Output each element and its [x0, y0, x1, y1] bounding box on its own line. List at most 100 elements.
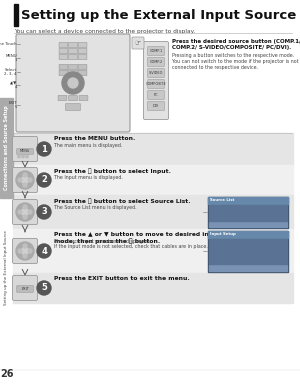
FancyBboxPatch shape	[79, 95, 88, 100]
FancyBboxPatch shape	[69, 54, 77, 60]
FancyBboxPatch shape	[78, 48, 87, 54]
Bar	[209, 246, 287, 251]
FancyBboxPatch shape	[65, 104, 80, 111]
FancyBboxPatch shape	[78, 64, 87, 70]
Text: The Input menu is displayed.: The Input menu is displayed.	[54, 175, 123, 180]
Bar	[13, 165, 293, 195]
Text: Press the EXIT button to exit the menu.: Press the EXIT button to exit the menu.	[54, 276, 190, 281]
Circle shape	[23, 244, 27, 248]
FancyBboxPatch shape	[59, 54, 68, 60]
Circle shape	[23, 183, 27, 187]
Text: DVI: DVI	[153, 104, 159, 108]
FancyBboxPatch shape	[148, 91, 164, 99]
FancyBboxPatch shape	[59, 48, 68, 54]
Text: MENU: MENU	[20, 149, 30, 154]
Bar	[209, 222, 287, 227]
Circle shape	[22, 177, 28, 184]
Text: 5: 5	[41, 284, 47, 293]
Text: COMP.1: COMP.1	[149, 49, 163, 53]
Circle shape	[18, 249, 22, 253]
FancyBboxPatch shape	[143, 42, 169, 120]
Text: COMPOSITE: COMPOSITE	[146, 82, 167, 86]
FancyBboxPatch shape	[69, 64, 77, 70]
FancyBboxPatch shape	[148, 102, 164, 111]
FancyBboxPatch shape	[78, 42, 87, 48]
FancyBboxPatch shape	[148, 57, 164, 66]
FancyBboxPatch shape	[69, 95, 77, 100]
Circle shape	[68, 78, 78, 88]
FancyBboxPatch shape	[13, 275, 38, 300]
Circle shape	[37, 281, 51, 295]
Text: 26: 26	[0, 369, 14, 379]
Circle shape	[37, 244, 51, 258]
Circle shape	[37, 205, 51, 219]
Text: 1: 1	[41, 144, 47, 154]
Circle shape	[28, 249, 32, 253]
Circle shape	[22, 248, 28, 255]
Bar	[209, 252, 287, 258]
Bar	[208, 230, 288, 272]
Circle shape	[18, 155, 20, 158]
FancyBboxPatch shape	[148, 47, 164, 55]
Text: 3: 3	[41, 208, 47, 217]
Circle shape	[22, 208, 28, 215]
Circle shape	[28, 178, 32, 182]
Bar	[209, 216, 287, 221]
Text: You can select a device connected to the projector to display.: You can select a device connected to the…	[14, 29, 195, 34]
Circle shape	[18, 210, 22, 214]
Bar	[14, 4, 18, 26]
Text: 2: 2	[41, 175, 47, 185]
Text: The main menu is displayed.: The main menu is displayed.	[54, 142, 122, 147]
Text: Pressing a button switches to the respective mode.
You can not switch to the mod: Pressing a button switches to the respec…	[172, 53, 298, 69]
Circle shape	[37, 173, 51, 187]
Circle shape	[62, 72, 84, 94]
Text: Press the desired source button (COMP.1/
COMP.2/ S-VIDEO/COMPOSITE/ PC/DVI).: Press the desired source button (COMP.1/…	[172, 39, 300, 50]
Bar	[13, 229, 293, 273]
Text: 4: 4	[41, 246, 47, 256]
Circle shape	[22, 155, 24, 158]
Bar	[0, 98, 13, 198]
Circle shape	[16, 171, 34, 189]
FancyBboxPatch shape	[78, 70, 87, 76]
Circle shape	[23, 173, 27, 177]
FancyBboxPatch shape	[148, 69, 164, 77]
Circle shape	[26, 155, 28, 158]
FancyBboxPatch shape	[13, 168, 38, 192]
Text: Connections and Source Setup: Connections and Source Setup	[4, 106, 9, 191]
Bar	[209, 239, 287, 245]
Text: Press the ⓡ button to select Source List.: Press the ⓡ button to select Source List…	[54, 198, 190, 204]
Circle shape	[37, 142, 51, 156]
Text: Press the MENU button.: Press the MENU button.	[54, 136, 135, 141]
Text: Setting up the External Input Source: Setting up the External Input Source	[21, 9, 296, 21]
Circle shape	[16, 203, 34, 221]
Text: ☞: ☞	[135, 40, 141, 46]
Text: Select
2, 3, 4: Select 2, 3, 4	[4, 68, 17, 76]
Text: EXIT
5: EXIT 5	[8, 101, 17, 109]
Bar	[208, 196, 288, 203]
Circle shape	[16, 242, 34, 260]
FancyBboxPatch shape	[17, 286, 33, 292]
Bar	[209, 205, 287, 210]
FancyBboxPatch shape	[78, 54, 87, 60]
FancyBboxPatch shape	[132, 37, 144, 49]
Text: EXIT: EXIT	[21, 287, 29, 291]
Circle shape	[23, 215, 27, 219]
FancyBboxPatch shape	[148, 80, 164, 88]
Bar	[209, 211, 287, 216]
Text: Press the ▲ or ▼ button to move to desired input
mode, then press the ⓡ button.: Press the ▲ or ▼ button to move to desir…	[54, 232, 220, 244]
Bar	[13, 133, 293, 165]
Text: Press the ⓡ button to select Input.: Press the ⓡ button to select Input.	[54, 168, 171, 173]
Text: MENU
1: MENU 1	[5, 54, 17, 62]
FancyBboxPatch shape	[59, 70, 68, 76]
FancyBboxPatch shape	[17, 149, 33, 154]
Text: PC: PC	[154, 93, 158, 97]
FancyBboxPatch shape	[69, 48, 77, 54]
Text: Source List: Source List	[210, 198, 234, 202]
Bar	[208, 230, 288, 237]
Text: Setting up the External Input Source: Setting up the External Input Source	[4, 230, 8, 305]
Bar	[208, 196, 288, 227]
Bar	[13, 273, 293, 303]
Bar	[13, 195, 293, 229]
Text: Input Setup: Input Setup	[210, 232, 236, 236]
Text: The Source List menu is displayed.: The Source List menu is displayed.	[54, 204, 136, 210]
